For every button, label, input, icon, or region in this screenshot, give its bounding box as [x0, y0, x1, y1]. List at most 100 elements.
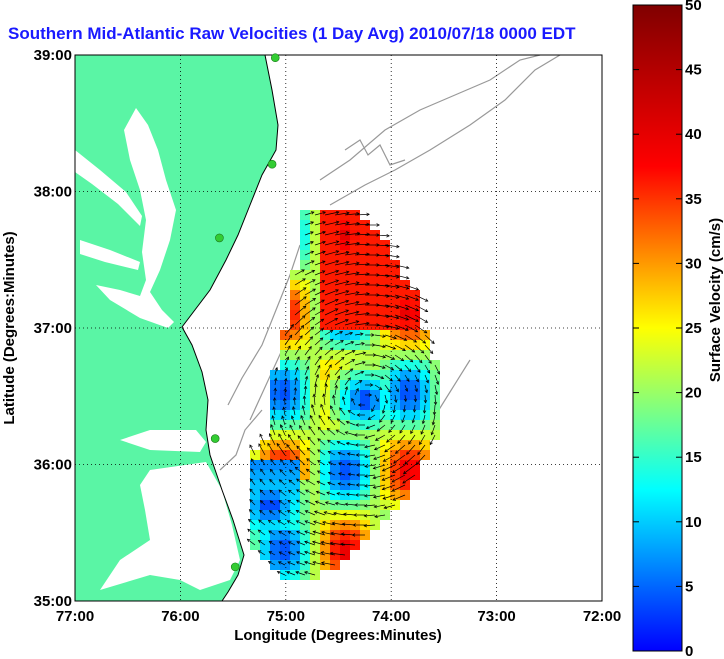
velocity-arrowhead — [318, 414, 322, 419]
velocity-arrowhead — [340, 356, 345, 361]
velocity-arrowhead — [312, 540, 316, 544]
velocity-vector — [382, 474, 396, 481]
velocity-arrowhead — [402, 347, 406, 351]
radar-station-marker — [270, 53, 280, 63]
velocity-arrowhead — [317, 449, 321, 453]
velocity-vector — [334, 348, 345, 356]
velocity-vector — [431, 424, 436, 435]
velocity-arrowhead — [354, 443, 359, 447]
velocity-vector — [394, 344, 406, 351]
velocity-vector — [269, 510, 276, 516]
velocity-vector — [288, 479, 296, 486]
velocity-arrowhead — [403, 337, 408, 341]
velocity-vector — [377, 424, 386, 432]
velocity-arrowhead — [335, 289, 339, 293]
velocity-vector — [288, 434, 296, 446]
velocity-arrowhead — [301, 269, 305, 273]
velocity-arrowhead — [336, 418, 341, 422]
velocity-vector — [300, 415, 306, 426]
velocity-arrowhead — [335, 220, 340, 225]
velocity-arrowhead — [270, 424, 274, 428]
velocity-arrowhead — [363, 504, 368, 508]
velocity-arrowhead — [344, 386, 349, 390]
velocity-vector — [344, 341, 354, 346]
velocity-arrowhead — [322, 211, 327, 215]
velocity-arrowhead — [364, 445, 368, 449]
velocity-arrowhead — [356, 241, 361, 246]
velocity-vector — [324, 231, 339, 236]
velocity-arrowhead — [417, 451, 421, 456]
velocity-vector — [344, 332, 353, 336]
velocity-vector — [324, 384, 327, 396]
velocity-vector — [305, 479, 316, 486]
velocity-arrowhead — [310, 241, 314, 245]
velocity-arrowhead — [355, 423, 359, 427]
velocity-vector — [345, 503, 356, 506]
velocity-vector — [251, 458, 256, 466]
velocity-arrowhead — [374, 437, 379, 441]
velocity-vector — [295, 571, 306, 576]
velocity-arrowhead — [247, 518, 252, 523]
velocity-arrowhead — [420, 350, 425, 354]
velocity-vector — [249, 509, 256, 516]
velocity-arrowhead — [405, 306, 410, 311]
velocity-arrowhead — [295, 456, 299, 460]
velocity-arrowhead — [301, 405, 306, 409]
velocity-arrowhead — [372, 466, 377, 470]
velocity-arrowhead — [355, 483, 360, 487]
velocity-arrowhead — [356, 413, 361, 417]
velocity-vector — [391, 474, 406, 483]
velocity-vector — [258, 550, 266, 556]
velocity-arrowhead — [386, 244, 390, 248]
velocity-vector — [294, 269, 305, 276]
velocity-arrowhead — [249, 478, 254, 482]
colorbar-tick-label: 0 — [685, 643, 693, 659]
velocity-arrowhead — [355, 387, 359, 392]
velocity-arrowhead — [287, 531, 292, 535]
velocity-arrowhead — [271, 415, 275, 419]
velocity-vector — [393, 454, 406, 464]
velocity-arrowhead — [373, 504, 378, 509]
velocity-arrowhead — [287, 551, 292, 555]
velocity-arrowhead — [409, 358, 414, 363]
velocity-arrowhead — [318, 355, 322, 360]
velocity-arrowhead — [310, 326, 315, 330]
velocity-vector — [312, 541, 326, 546]
velocity-vector — [347, 453, 356, 456]
velocity-vector — [296, 531, 306, 536]
velocity-arrowhead — [353, 513, 357, 517]
velocity-vector — [287, 510, 296, 516]
velocity-vector — [299, 425, 306, 436]
velocity-arrowhead — [415, 297, 419, 301]
velocity-vector — [414, 324, 428, 334]
velocity-vector — [384, 324, 399, 329]
velocity-arrowhead — [399, 430, 403, 434]
velocity-vector — [324, 318, 338, 326]
velocity-vector — [404, 374, 410, 382]
velocity-arrowhead — [371, 333, 375, 337]
velocity-arrowhead — [272, 397, 277, 401]
velocity-vector — [308, 426, 316, 436]
velocity-vector — [327, 428, 336, 436]
velocity-vector — [347, 483, 356, 486]
velocity-arrowhead — [312, 530, 317, 534]
radar-station-marker — [230, 562, 240, 572]
velocity-arrowhead — [269, 468, 274, 473]
velocity-arrowhead — [250, 468, 254, 472]
velocity-vector — [278, 433, 286, 446]
velocity-arrowhead — [396, 254, 400, 259]
velocity-vector — [384, 274, 400, 278]
velocity-arrowhead — [343, 512, 347, 516]
velocity-vector — [412, 414, 416, 423]
velocity-vector — [312, 551, 326, 556]
velocity-vector — [354, 273, 370, 276]
velocity-arrowhead — [393, 460, 397, 464]
grid-lines — [75, 55, 602, 601]
velocity-arrowhead — [360, 332, 364, 336]
velocity-arrowhead — [366, 212, 370, 217]
velocity-arrowhead — [429, 441, 433, 446]
velocity-arrowhead — [259, 433, 263, 438]
velocity-arrowhead — [296, 489, 300, 493]
velocity-arrowhead — [432, 411, 437, 416]
velocity-vector — [281, 415, 286, 426]
